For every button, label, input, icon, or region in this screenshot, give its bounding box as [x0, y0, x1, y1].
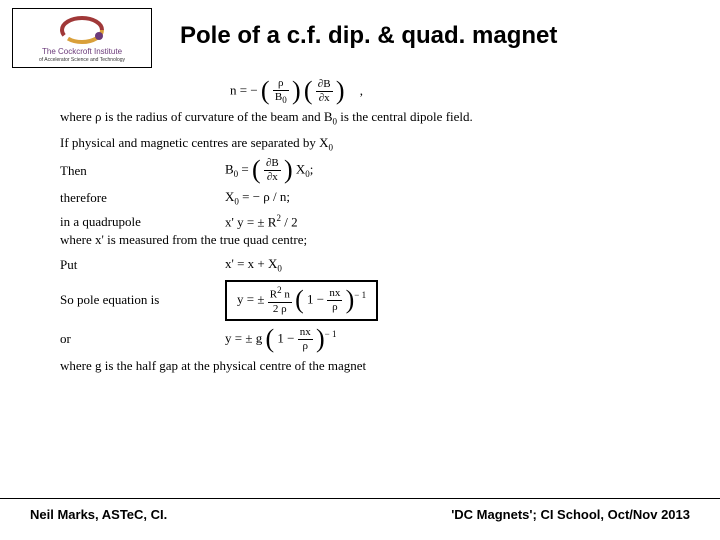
logo: The Cockcroft Institute of Accelerator S… — [12, 8, 152, 68]
footer: Neil Marks, ASTeC, CI. 'DC Magnets'; CI … — [0, 498, 720, 522]
eq-quad: in a quadrupole x' y = ± R2 / 2 — [60, 213, 680, 230]
where-xp: where x' is measured from the true quad … — [60, 232, 680, 248]
logo-name: The Cockcroft Institute — [42, 48, 122, 56]
logo-ring-icon — [58, 14, 106, 46]
if-phys: If physical and magnetic centres are sep… — [60, 135, 680, 153]
eq-then: Then B0 = ( ∂B∂x ) X0; — [60, 158, 680, 183]
footer-left: Neil Marks, ASTeC, CI. — [30, 507, 167, 522]
eq-pole: So pole equation is y = ± R2 n2 ρ ( 1 − … — [60, 280, 680, 321]
eq-put: Put x' = x + X0 — [60, 256, 680, 274]
eq-therefore: therefore X0 = − ρ / n; — [60, 189, 680, 207]
slide-content: n = − ( ρB0 ) ( ∂B∂x ) , where ρ is the … — [0, 72, 720, 374]
slide-title: Pole of a c.f. dip. & quad. magnet — [180, 22, 557, 50]
eq-n-def: n = − ( ρB0 ) ( ∂B∂x ) , — [230, 78, 680, 105]
logo-sub: of Accelerator Science and Technology — [39, 57, 125, 63]
where-rho: where ρ is the radius of curvature of th… — [60, 109, 680, 127]
where-g: where g is the half gap at the physical … — [60, 358, 680, 374]
eq-or: or y = ± g ( 1 − nxρ )− 1 — [60, 327, 680, 352]
boxed-eq: y = ± R2 n2 ρ ( 1 − nxρ )− 1 — [225, 280, 378, 321]
footer-right: 'DC Magnets'; CI School, Oct/Nov 2013 — [451, 507, 690, 522]
